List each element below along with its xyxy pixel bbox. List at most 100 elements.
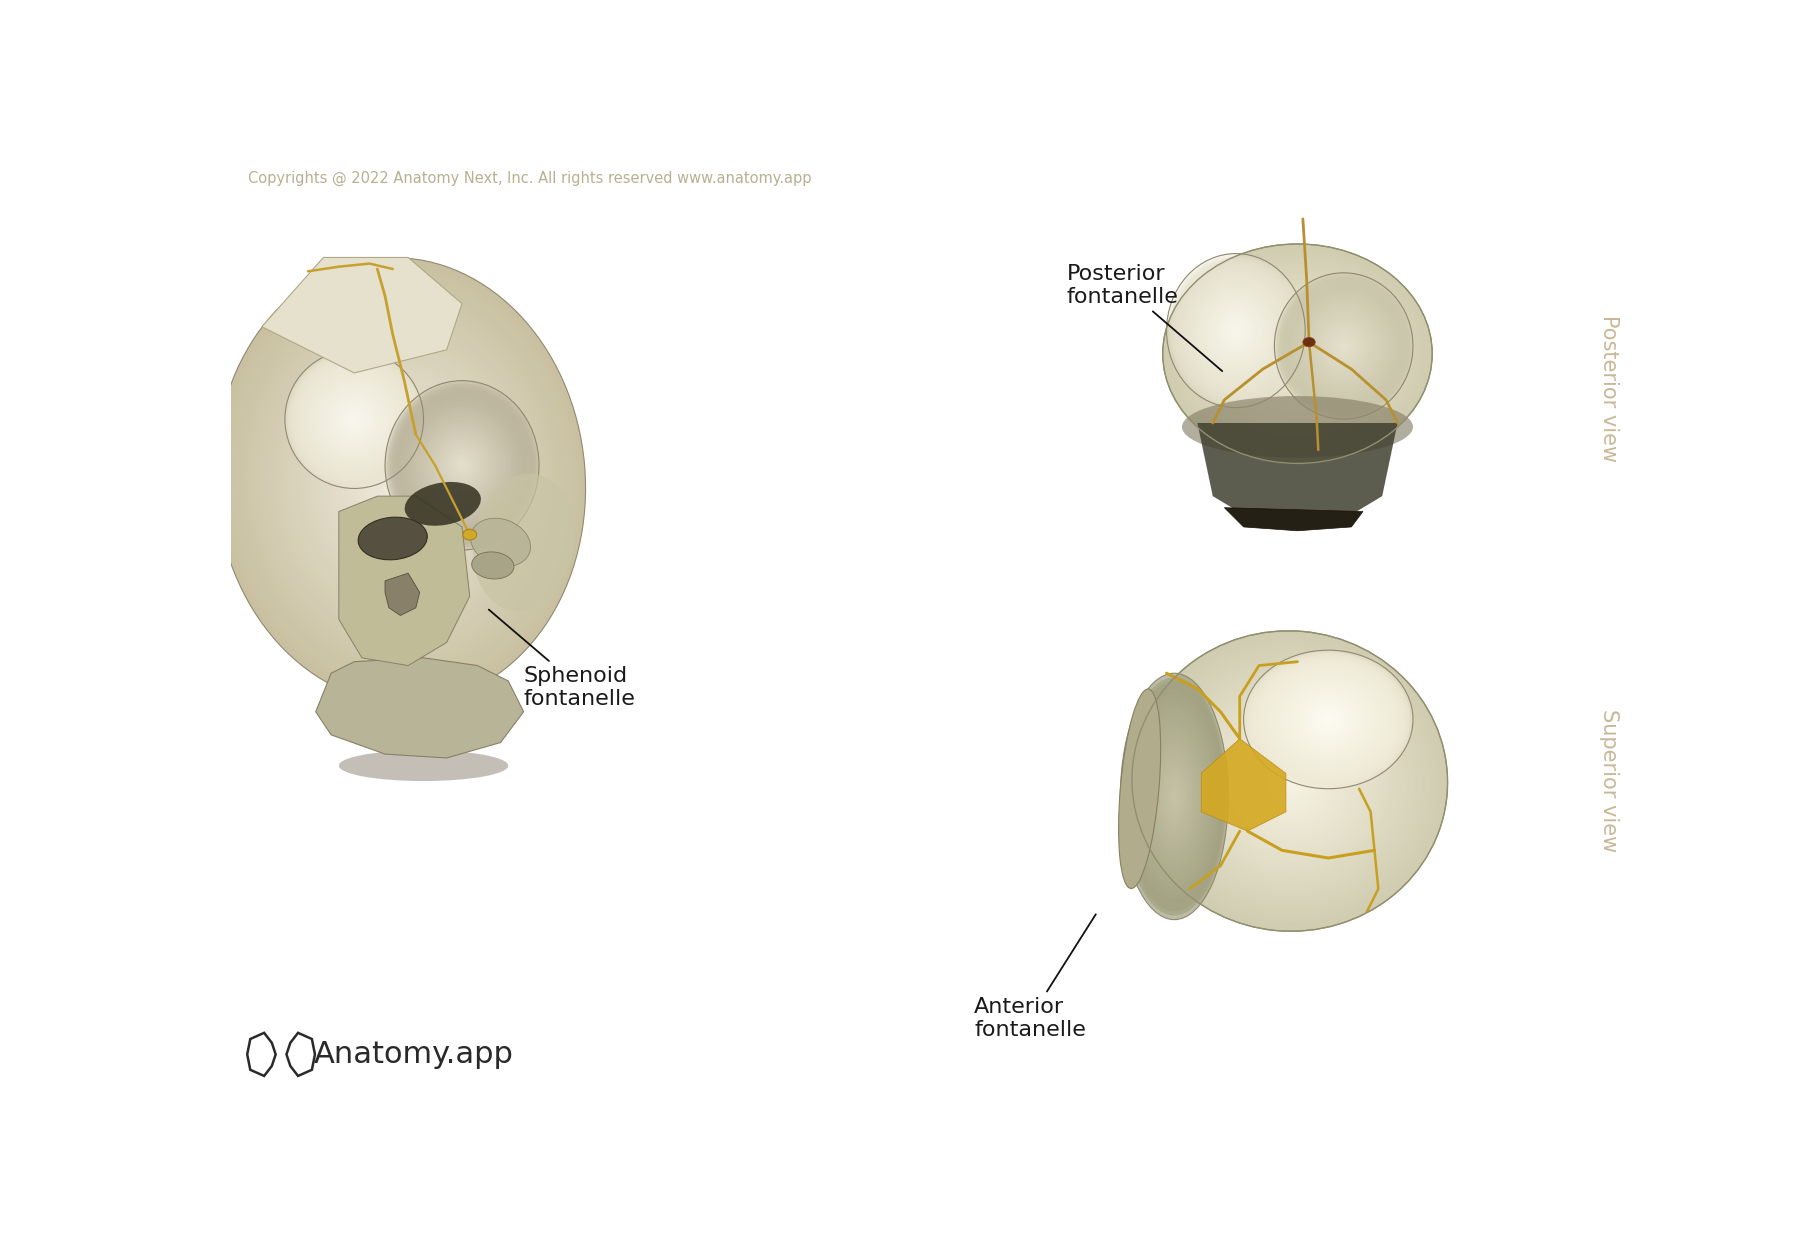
Ellipse shape	[1294, 692, 1363, 747]
Ellipse shape	[1236, 303, 1359, 404]
Ellipse shape	[1243, 309, 1352, 398]
Ellipse shape	[1325, 327, 1363, 365]
Ellipse shape	[1248, 741, 1332, 821]
Ellipse shape	[395, 392, 529, 539]
Ellipse shape	[379, 454, 422, 508]
Ellipse shape	[1190, 279, 1283, 382]
Ellipse shape	[442, 443, 482, 488]
Ellipse shape	[1125, 686, 1223, 908]
Ellipse shape	[1283, 283, 1404, 409]
Ellipse shape	[330, 397, 471, 565]
Ellipse shape	[1187, 277, 1285, 384]
Ellipse shape	[1132, 631, 1448, 932]
Ellipse shape	[393, 471, 408, 490]
Ellipse shape	[1314, 314, 1373, 378]
Ellipse shape	[1341, 344, 1346, 348]
Ellipse shape	[259, 312, 542, 650]
Ellipse shape	[1214, 286, 1381, 421]
Ellipse shape	[310, 375, 399, 463]
Ellipse shape	[1250, 743, 1330, 818]
Ellipse shape	[1210, 283, 1384, 424]
Ellipse shape	[1143, 641, 1437, 922]
Ellipse shape	[1312, 312, 1375, 380]
Ellipse shape	[1167, 663, 1413, 899]
Ellipse shape	[371, 445, 429, 516]
Ellipse shape	[1219, 313, 1252, 349]
Ellipse shape	[299, 364, 410, 475]
Ellipse shape	[1281, 281, 1406, 412]
Ellipse shape	[1323, 324, 1364, 368]
Ellipse shape	[473, 474, 574, 611]
Ellipse shape	[1194, 284, 1277, 377]
Ellipse shape	[1198, 693, 1383, 869]
Ellipse shape	[1214, 708, 1366, 854]
Ellipse shape	[284, 350, 424, 489]
Ellipse shape	[1145, 643, 1435, 919]
Ellipse shape	[1287, 778, 1292, 783]
Ellipse shape	[1272, 763, 1308, 798]
Ellipse shape	[313, 378, 395, 460]
Ellipse shape	[1167, 253, 1305, 408]
Ellipse shape	[326, 392, 382, 446]
Ellipse shape	[1279, 338, 1316, 369]
Ellipse shape	[1259, 323, 1335, 384]
Ellipse shape	[1265, 328, 1330, 380]
Ellipse shape	[1252, 746, 1326, 816]
Ellipse shape	[315, 378, 486, 584]
Ellipse shape	[1209, 282, 1386, 426]
Ellipse shape	[266, 320, 535, 641]
Ellipse shape	[1171, 258, 1301, 403]
Ellipse shape	[1209, 703, 1372, 859]
Ellipse shape	[1151, 743, 1198, 849]
Ellipse shape	[1132, 702, 1216, 890]
Polygon shape	[1225, 508, 1363, 531]
Ellipse shape	[1256, 748, 1325, 813]
Ellipse shape	[1285, 343, 1310, 364]
Ellipse shape	[301, 367, 408, 473]
Ellipse shape	[1247, 312, 1348, 395]
Ellipse shape	[1163, 661, 1415, 902]
Ellipse shape	[390, 387, 535, 545]
Ellipse shape	[1187, 683, 1392, 879]
Ellipse shape	[1142, 722, 1207, 870]
Ellipse shape	[319, 383, 482, 579]
Ellipse shape	[1218, 311, 1254, 352]
Ellipse shape	[1227, 297, 1368, 410]
Ellipse shape	[1268, 761, 1310, 801]
Ellipse shape	[1171, 788, 1178, 804]
Ellipse shape	[457, 460, 467, 471]
Ellipse shape	[333, 400, 467, 561]
Ellipse shape	[308, 369, 493, 592]
Ellipse shape	[315, 380, 393, 459]
Ellipse shape	[1297, 297, 1390, 395]
Ellipse shape	[402, 400, 522, 530]
Ellipse shape	[1169, 666, 1412, 897]
Ellipse shape	[1279, 278, 1408, 414]
Ellipse shape	[1143, 727, 1205, 867]
Ellipse shape	[1134, 633, 1444, 929]
Ellipse shape	[1274, 766, 1306, 796]
Ellipse shape	[437, 438, 487, 494]
Ellipse shape	[1216, 711, 1363, 852]
Ellipse shape	[1192, 688, 1386, 874]
Ellipse shape	[1192, 282, 1279, 379]
Ellipse shape	[1129, 693, 1219, 899]
Ellipse shape	[411, 409, 513, 521]
Ellipse shape	[1299, 696, 1357, 742]
Ellipse shape	[339, 751, 507, 781]
Polygon shape	[1201, 738, 1287, 831]
Ellipse shape	[1225, 718, 1355, 844]
Ellipse shape	[1283, 682, 1373, 757]
Ellipse shape	[1181, 678, 1397, 884]
Ellipse shape	[1277, 276, 1412, 416]
Ellipse shape	[324, 389, 384, 449]
Ellipse shape	[255, 307, 545, 655]
Ellipse shape	[1165, 776, 1183, 817]
Ellipse shape	[1325, 717, 1332, 722]
Ellipse shape	[1225, 294, 1370, 413]
Ellipse shape	[348, 413, 361, 426]
Ellipse shape	[1285, 776, 1296, 786]
Ellipse shape	[306, 370, 402, 468]
Ellipse shape	[1221, 716, 1359, 847]
Ellipse shape	[350, 414, 359, 424]
